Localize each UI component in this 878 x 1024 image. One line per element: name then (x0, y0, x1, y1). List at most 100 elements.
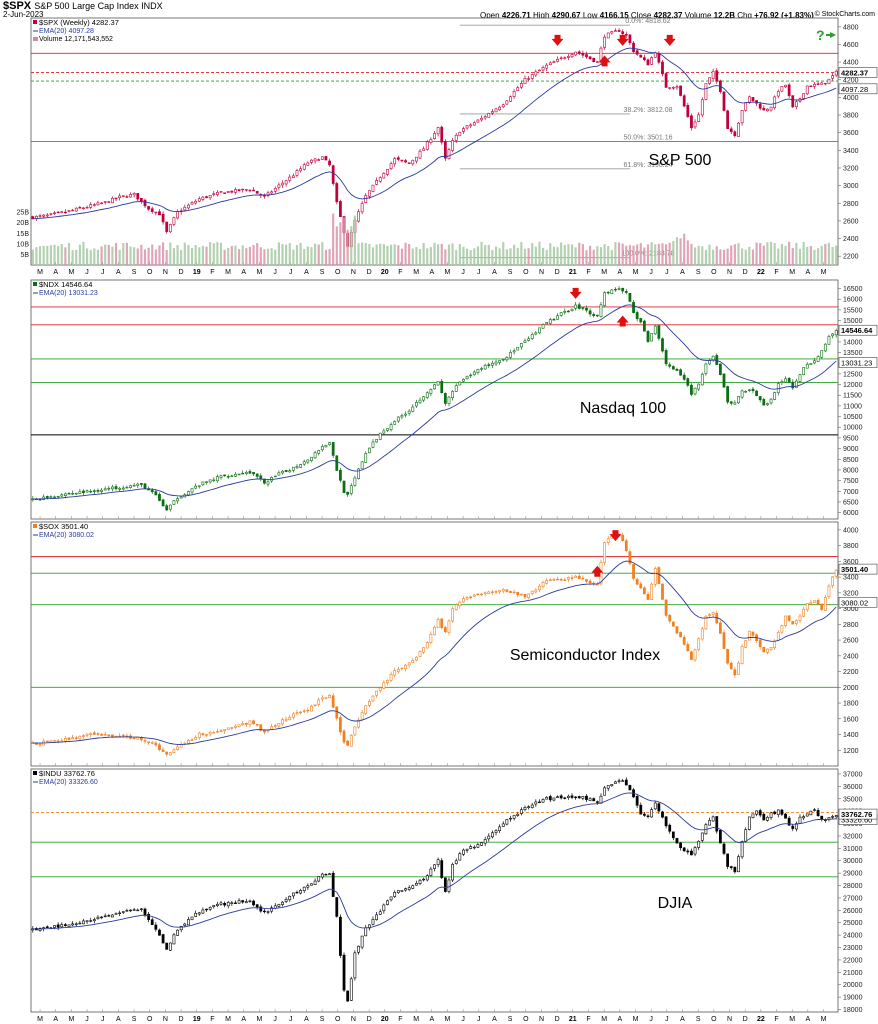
candle-body (56, 495, 60, 498)
candle-body (415, 156, 418, 162)
candle-body (85, 920, 89, 922)
candle-body (595, 61, 599, 63)
y-tick-label: 1800 (843, 701, 859, 708)
candle-body (802, 608, 806, 617)
candle-body (342, 730, 346, 743)
candle-body (766, 108, 769, 112)
y-tick-label: 1400 (843, 732, 859, 739)
candle-body (404, 413, 407, 416)
candle-body (103, 915, 107, 918)
candle-body (737, 662, 740, 675)
candle-body (755, 810, 758, 815)
volume-bar (589, 245, 592, 265)
candle-body (447, 620, 451, 633)
candle-body (719, 829, 722, 844)
candle-body (219, 191, 223, 193)
symbol-text: $SPX (3, 0, 32, 12)
candle-body (773, 811, 777, 815)
candle-body (364, 453, 368, 463)
candle-body (378, 432, 382, 440)
candle-body (429, 389, 433, 394)
candle-body (805, 813, 809, 817)
candle-body (215, 731, 219, 733)
x-tick-label: S (320, 269, 325, 276)
candle-body (349, 978, 353, 1001)
candle-body (606, 32, 610, 39)
candle-body (527, 806, 530, 808)
volume-bar (491, 249, 494, 265)
candle-body (599, 304, 603, 317)
candle-body (494, 108, 498, 113)
volume-bar (230, 245, 233, 265)
volume-bar (726, 248, 729, 265)
candle-body (606, 538, 610, 543)
candle-body (737, 122, 740, 137)
y-tick-label: 2600 (843, 638, 859, 645)
ohlc-open-label: Open (480, 11, 500, 20)
y-tick-label: 31000 (843, 846, 863, 853)
candle-body (643, 813, 646, 816)
candle-body (219, 902, 223, 905)
symbol-title: $SPX S&P 500 Large Cap Index INDX (3, 0, 163, 12)
volume-bar (187, 244, 190, 265)
candle-body (121, 911, 125, 913)
candle-body (798, 816, 802, 824)
ema-legend-label: EMA(20) 13031.23 (39, 290, 98, 297)
candle-body (675, 368, 679, 371)
candle-body (411, 660, 415, 663)
value-tag-text: 33326.60 (841, 816, 872, 825)
candle-body (386, 168, 389, 175)
candle-body (653, 52, 657, 58)
candle-body (632, 42, 635, 52)
candle-body (545, 322, 549, 325)
candle-body (559, 312, 563, 316)
candle-body (429, 633, 433, 644)
candle-body (711, 355, 715, 361)
volume-bar (581, 244, 584, 265)
candle-body (82, 490, 85, 494)
volume-bar (473, 248, 476, 265)
x-tick-label: S (320, 1016, 325, 1023)
candle-body (107, 915, 111, 917)
candle-body (357, 945, 360, 953)
candle-body (375, 690, 378, 696)
volume-bar (578, 242, 581, 265)
candle-body (661, 61, 664, 75)
volume-bar (219, 242, 223, 265)
candle-body (328, 160, 331, 166)
fib-level-label: 50.0%: 3501.16 (623, 134, 672, 141)
candle-body (469, 124, 473, 127)
candle-body (690, 850, 693, 856)
candle-body (628, 785, 632, 791)
plot-area (30, 521, 839, 767)
ohlc-close-value: 4282.37 (653, 11, 683, 20)
candle-body (567, 310, 570, 313)
volume-bar (614, 242, 617, 265)
candle-body (585, 579, 588, 582)
candle-body (458, 131, 462, 137)
volume-bar (389, 244, 393, 265)
volume-bar (277, 242, 280, 265)
candle-body (780, 381, 784, 383)
volume-bar (60, 244, 63, 265)
panel-title: $INDU 33762.76 (39, 769, 95, 778)
volume-bar (701, 246, 704, 265)
candle-body (172, 934, 176, 945)
candle-body (382, 173, 386, 179)
candle-body (722, 632, 726, 649)
candle-body (809, 602, 813, 605)
volume-bar (437, 244, 440, 265)
candle-body (538, 327, 541, 334)
candle-body (396, 157, 400, 160)
candle-body (744, 102, 748, 111)
volume-bar (549, 243, 552, 265)
candle-body (96, 490, 100, 492)
candle-body (139, 197, 143, 202)
candle-body (585, 54, 588, 58)
volume-bar (527, 248, 530, 265)
y-tick-label: 14000 (843, 339, 863, 346)
y-tick-label: 2400 (843, 653, 859, 660)
candle-body (404, 888, 407, 891)
candle-body (234, 725, 237, 728)
volume-bar (292, 249, 295, 265)
